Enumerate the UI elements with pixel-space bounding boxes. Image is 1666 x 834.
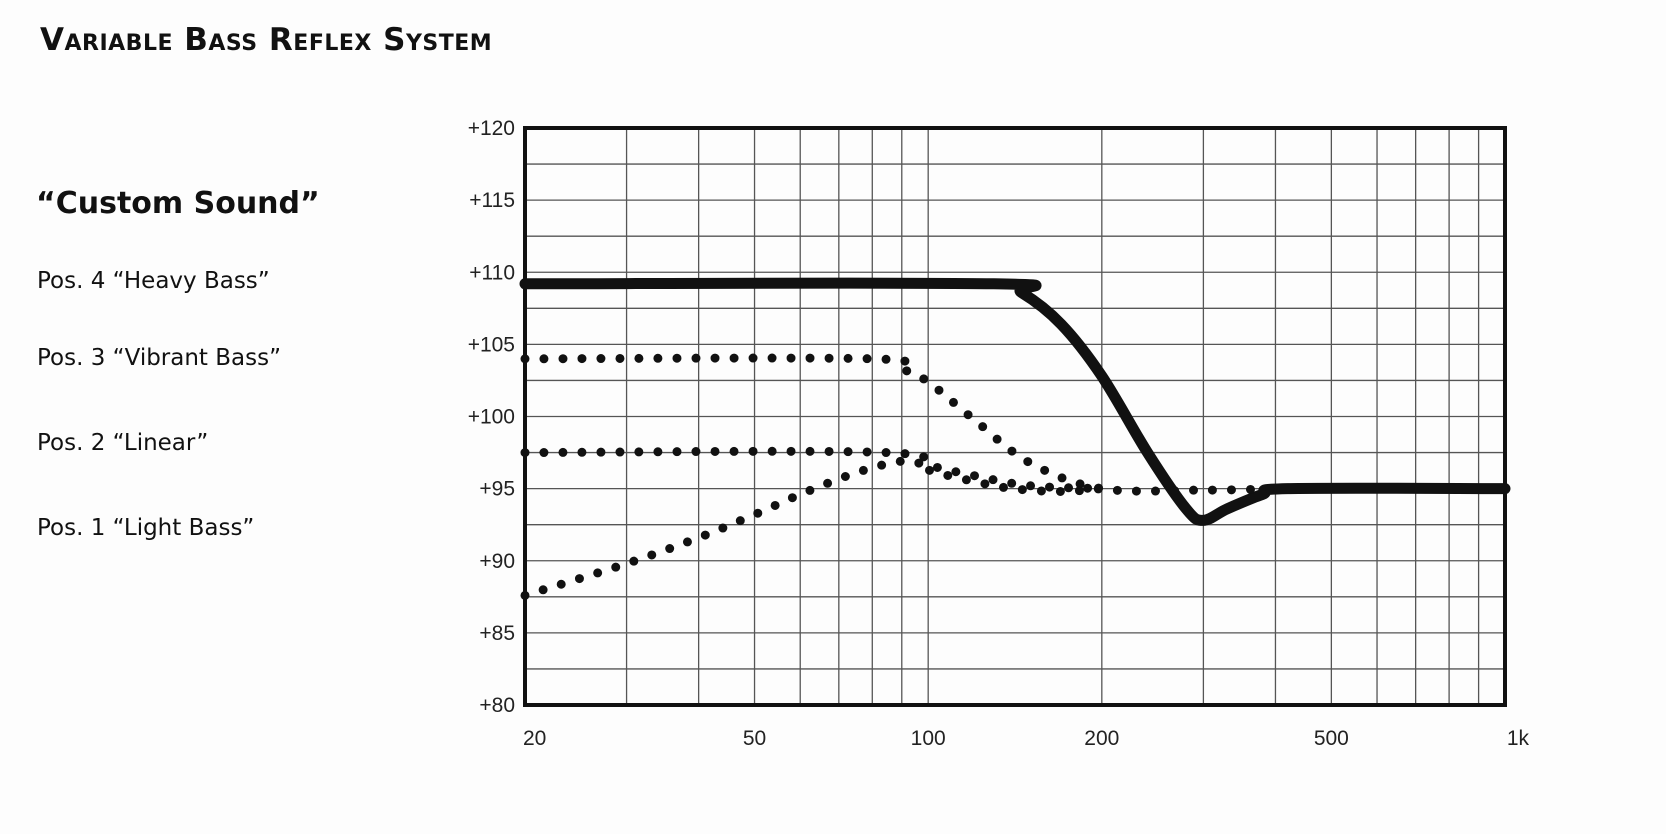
legend-item-pos-2: Pos. 2 “Linear” (37, 430, 209, 456)
x-tick-label: 100 (911, 727, 946, 750)
chart-subtitle: “Custom Sound” (36, 186, 320, 221)
legend-item-pos-1: Pos. 1 “Light Bass” (37, 515, 255, 541)
x-tick-label: 20 (523, 727, 546, 750)
page-title: Variable Bass Reflex System (40, 22, 493, 58)
y-tick-label: +115 (469, 189, 515, 212)
x-tick-label: 200 (1084, 727, 1119, 750)
x-tick-label: 500 (1314, 727, 1349, 750)
series-line-pos-3 (520, 353, 1293, 496)
x-tick-label: 50 (743, 727, 766, 750)
chart-series (519, 277, 1511, 600)
y-tick-label: +85 (479, 622, 515, 645)
legend-item-pos-4: Pos. 4 “Heavy Bass” (37, 268, 270, 294)
chart-grid (525, 127, 1505, 706)
y-tick-label: +100 (468, 406, 515, 429)
y-tick-label: +80 (479, 694, 515, 717)
series-line-pos-2 (520, 446, 1107, 496)
x-tick-label: 1k (1507, 727, 1530, 750)
plot-frame (523, 126, 1507, 707)
y-tick-label: +90 (479, 550, 515, 573)
legend-item-pos-3: Pos. 3 “Vibrant Bass” (37, 345, 282, 371)
y-tick-label: +105 (468, 333, 515, 356)
chart-tick-labels: +120 +115 +110 +105 +100 +95 +90 +85 +80 20 50 100 2… (468, 117, 1530, 750)
y-tick-label: +120 (468, 117, 515, 140)
y-tick-label: +110 (469, 261, 515, 284)
series-line-pos-1 (520, 456, 1107, 600)
series-line-pos-4 (519, 277, 1511, 526)
y-tick-label: +95 (479, 478, 515, 501)
